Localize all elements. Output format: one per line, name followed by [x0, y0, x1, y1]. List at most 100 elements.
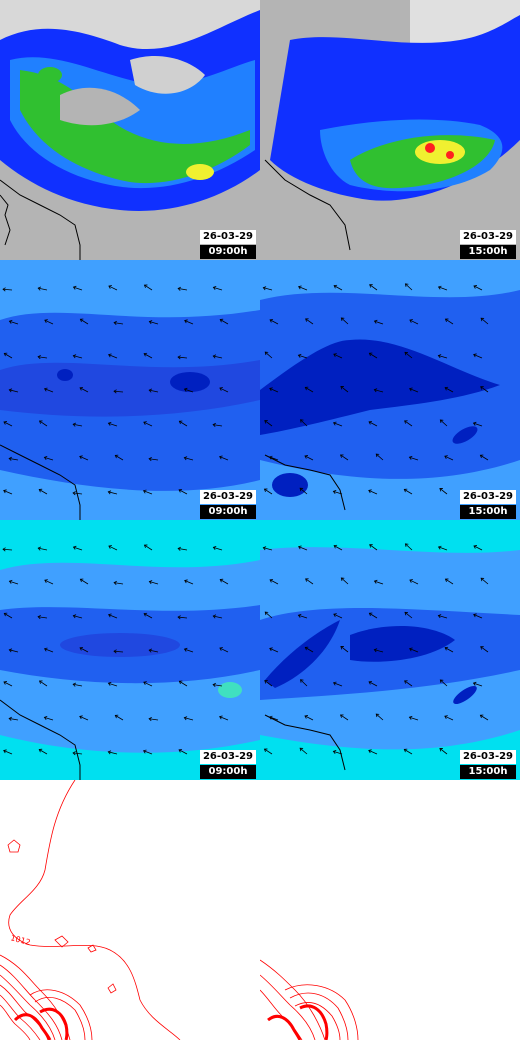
wind-arrow	[264, 680, 273, 687]
wind-arrow-head	[339, 714, 344, 718]
wind-arrow-head	[38, 488, 43, 493]
wind-arrow-head	[38, 680, 43, 684]
wind-arrow-head	[3, 489, 7, 494]
wind-arrow-head	[437, 545, 442, 550]
wind-arrow-head	[479, 454, 484, 459]
wind-arrow	[114, 322, 124, 325]
wind-arrow	[108, 491, 118, 495]
wind-arrow	[298, 546, 308, 551]
wind-arrow-head	[148, 716, 152, 722]
wind-arrow-head	[108, 613, 112, 618]
wind-arrow-head	[114, 454, 119, 459]
wind-arrow	[439, 488, 448, 495]
wind-arrow-head	[8, 648, 13, 653]
wind-arrow-head	[473, 285, 478, 289]
forecast-date: 26-03-29	[200, 490, 256, 504]
wind-arrow-head	[269, 318, 274, 323]
wind-arrow-head	[79, 715, 83, 720]
wind-arrow	[445, 578, 454, 585]
wind-arrow-head	[298, 285, 302, 290]
wind-arrow	[80, 318, 89, 325]
wind-arrow	[178, 749, 188, 755]
wind-arrow	[264, 748, 273, 755]
wind-arrow	[404, 352, 413, 359]
wind-arrow-head	[333, 613, 337, 618]
forecast-time: 15:00h	[460, 505, 516, 519]
wind-arrow	[3, 750, 13, 755]
wind-arrow-head	[108, 545, 112, 549]
wind-arrow-head	[178, 420, 183, 425]
wind-arrow-head	[43, 716, 48, 721]
wind-arrow	[9, 718, 19, 721]
wind-arrow	[298, 614, 308, 619]
wind-arrow	[44, 319, 54, 325]
wind-arrow	[108, 354, 118, 359]
forecast-date: 26-03-29	[200, 750, 256, 764]
wind-arrow-head	[143, 352, 148, 357]
wind-arrow	[444, 387, 454, 393]
wind-arrow	[108, 422, 118, 427]
wind-arrow-head	[8, 319, 13, 324]
wind-arrow	[405, 283, 413, 291]
wind-arrow	[480, 577, 489, 585]
wind-arrow-head	[108, 353, 112, 358]
wind-arrow	[219, 647, 229, 653]
wind-arrow	[44, 456, 54, 461]
wind-arrow	[444, 647, 454, 653]
wind-arrow-head	[72, 422, 77, 427]
wind-arrow	[213, 424, 223, 427]
wind-panel-0900: 26-03-29 09:00h	[0, 260, 260, 520]
wind-arrow	[264, 420, 273, 427]
wind-arrow-head	[269, 647, 273, 652]
wind-arrow	[149, 458, 159, 461]
wind-arrow-head	[368, 749, 372, 754]
pressure-contour-map-left: 1012	[0, 780, 260, 1040]
wind-arrow-head	[107, 490, 112, 495]
wind-arrow	[333, 682, 343, 687]
wind-arrow	[4, 613, 13, 619]
wind-arrow-head	[72, 682, 77, 687]
wind-arrow-head	[340, 577, 345, 581]
wind-arrow-head	[437, 354, 442, 359]
wind-arrow	[219, 716, 229, 721]
wind-arrow	[473, 354, 483, 359]
wind-arrow	[300, 679, 308, 687]
wind-arrow	[39, 420, 48, 427]
wind-arrow	[409, 388, 419, 393]
wind-arrow	[299, 487, 308, 495]
wind-arrow	[299, 747, 308, 755]
wind-arrow	[473, 682, 483, 687]
wind-panel-1500: 26-03-29 15:00h	[260, 260, 520, 520]
wind-arrow-head	[444, 455, 448, 460]
wind-arrow	[305, 318, 314, 325]
wind-arrow	[143, 750, 153, 755]
wind-arrow-head	[299, 487, 304, 492]
wind-arrow-head	[143, 681, 147, 686]
wind-arrow	[213, 546, 223, 551]
wind-arrow-head	[404, 420, 408, 424]
wind-arrow	[368, 489, 378, 495]
wind-arrow	[113, 390, 124, 393]
wind-arrow-head	[72, 285, 77, 290]
wind-arrow-head	[183, 647, 188, 652]
wind-arrow	[473, 285, 483, 291]
wind-arrow-head	[269, 578, 274, 583]
wind-arrow-head	[409, 319, 413, 323]
wind-arrow-head	[473, 353, 477, 358]
precip-panel-0900: 26-03-29 09:00h	[0, 0, 260, 260]
timestamp: 26-03-29 09:00h	[200, 490, 256, 519]
wind-arrow-head	[43, 387, 48, 392]
wind-arrow	[375, 713, 384, 721]
wind-arrow-head	[219, 578, 224, 583]
wind-arrow	[438, 546, 448, 551]
wind-arrow-head	[219, 387, 223, 391]
wind-arrow	[79, 387, 89, 393]
wind-arrow	[39, 680, 48, 687]
wind-arrow-head	[8, 388, 13, 393]
wind-arrow-head	[212, 354, 217, 359]
wind-arrow	[213, 615, 223, 619]
wind-arrow	[44, 716, 54, 721]
wind-arrow	[73, 615, 83, 619]
wind-arrow	[178, 356, 188, 359]
wind-arrow	[115, 455, 124, 461]
